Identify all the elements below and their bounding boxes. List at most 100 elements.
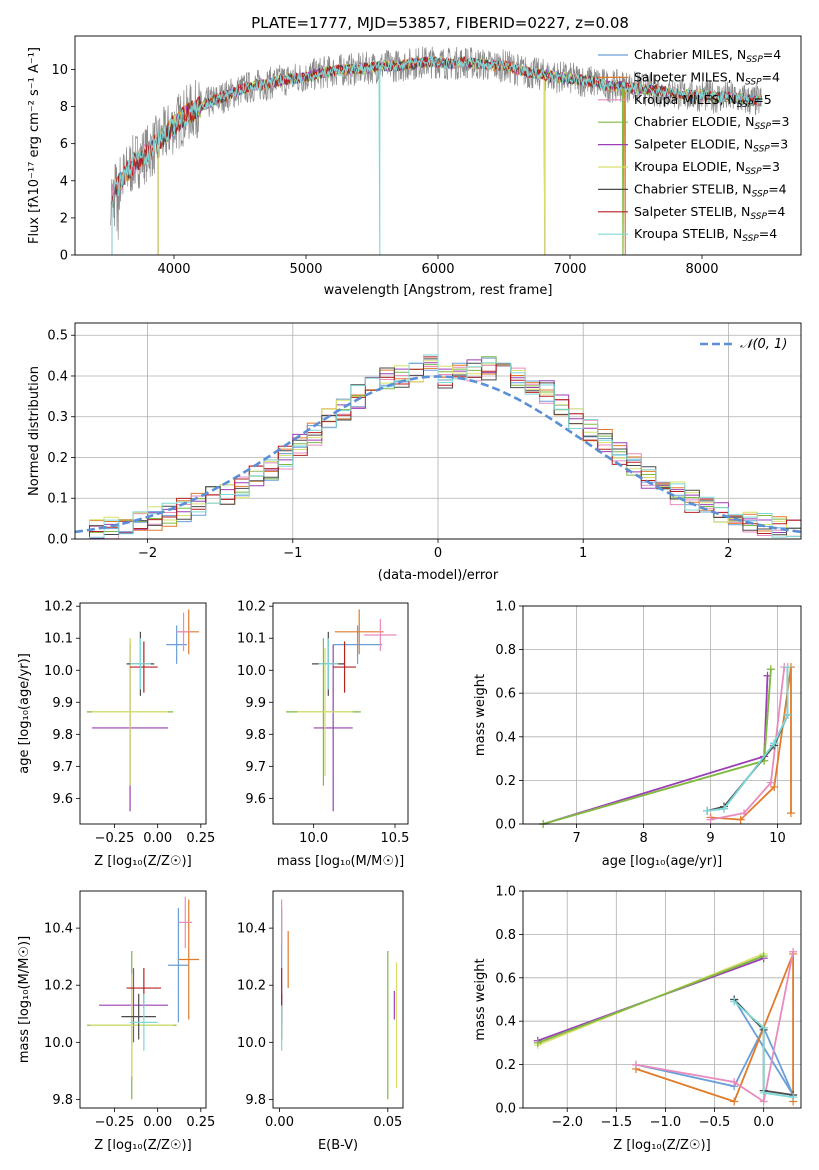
y-tick-label: 0.6 xyxy=(495,687,516,702)
model-line xyxy=(111,56,762,255)
x-axis-label: Z [log₁₀(Z/Z☉)] xyxy=(94,1138,191,1153)
series-line xyxy=(733,1001,794,1099)
x-tick-label: 0.0 xyxy=(753,1115,774,1130)
legend-label: Kroupa STELIB, NSSP=4 xyxy=(634,226,777,244)
legend-label: Chabrier MILES, NSSP=4 xyxy=(634,47,781,65)
y-tick-label: 10.4 xyxy=(237,922,266,937)
legend-label-text: Chabrier STELIB, N xyxy=(634,181,752,196)
series-marker xyxy=(783,711,792,719)
spectrum-lines xyxy=(110,46,762,255)
histograms xyxy=(75,354,801,539)
legend-label-sub: SSP xyxy=(745,77,762,87)
series-marker xyxy=(740,809,749,818)
series-line xyxy=(542,669,772,825)
y-tick-label: 0.0 xyxy=(47,533,68,548)
series-marker xyxy=(730,1097,739,1106)
y-tick-label: 10.1 xyxy=(237,632,266,647)
residuals-frame xyxy=(74,322,802,540)
x-tick-label: −2 xyxy=(138,546,157,561)
series-marker xyxy=(759,1097,768,1106)
histogram-step xyxy=(75,354,801,539)
y-tick-label: 10.0 xyxy=(44,664,73,679)
x-tick-label: −0.25 xyxy=(95,831,135,846)
legend-label-text: Salpeter ELODIE, N xyxy=(634,137,753,152)
y-axis-label: mass [log₁₀(M/M☉)] xyxy=(17,936,32,1063)
y-tick-label: 9.8 xyxy=(52,728,73,743)
y-tick-label: 0.1 xyxy=(47,492,68,507)
mass-weight-vs-age-axes: 7 8 9 10 0.0 0.2 0.4 0.6 0.8 1.0 xyxy=(495,600,801,846)
y-tick-label: 1.0 xyxy=(495,885,516,900)
x-tick-label: −0.25 xyxy=(95,1115,135,1130)
legend-label-sub: SSP xyxy=(737,100,754,110)
y-tick-label: 10 xyxy=(51,63,68,78)
model-line xyxy=(111,55,762,255)
x-tick-label: 10 xyxy=(769,831,786,846)
legend-label-text: Kroupa ELODIE, N xyxy=(634,159,745,174)
legend-label: Salpeter STELIB, NSSP=4 xyxy=(634,204,785,222)
y-tick-label: 0.4 xyxy=(495,1015,516,1030)
series-marker xyxy=(766,778,775,787)
y-tick-label: 10.0 xyxy=(237,664,266,679)
x-tick-label: 0.25 xyxy=(186,1115,215,1130)
series-marker xyxy=(783,663,792,672)
legend-label-tail: =5 xyxy=(753,92,771,107)
y-tick-label: 8 xyxy=(60,100,68,115)
legend-label-tail: =4 xyxy=(759,226,777,241)
mass-vs-EBV-frame xyxy=(272,890,404,1109)
y-tick-label: 9.8 xyxy=(52,1093,73,1108)
legend-label-tail: =4 xyxy=(762,69,780,84)
y-tick-label: 9.6 xyxy=(245,792,266,807)
x-tick-label: 0.00 xyxy=(265,1115,294,1130)
x-axis-label: Z [log₁₀(Z/Z☉)] xyxy=(613,1138,710,1153)
x-axis-label: (data-model)/error xyxy=(378,568,499,583)
series-marker xyxy=(706,815,715,824)
legend-label: Chabrier ELODIE, NSSP=3 xyxy=(634,114,789,132)
legend-label-text: Salpeter MILES, N xyxy=(634,69,745,84)
legend-label-tail: =3 xyxy=(771,114,789,129)
age-vs-Z-points xyxy=(86,609,200,812)
spectrum-axes: 4000 5000 6000 7000 8000 0 2 4 6 8 10 xyxy=(51,63,718,277)
series-marker xyxy=(730,1077,739,1086)
age-vs-Z-axes: −0.25 0.00 0.25 9.6 9.7 9.8 9.9 10.0 10.1 10.2 xyxy=(44,600,215,846)
x-tick-label: 1 xyxy=(579,546,587,561)
y-tick-label: 0.0 xyxy=(495,1102,516,1117)
series-line xyxy=(707,714,789,812)
series-line xyxy=(537,955,765,1044)
legend-label-sub: SSP xyxy=(752,189,769,199)
y-tick-label: 0.5 xyxy=(47,329,68,344)
mass-vs-EBV-axes: 0.00 0.05 9.8 10.0 10.2 10.4 xyxy=(237,922,402,1130)
series-marker xyxy=(730,997,739,1006)
x-tick-label: 0.00 xyxy=(143,1115,172,1130)
legend-label: Kroupa MILES, NSSP=5 xyxy=(634,92,772,110)
series-marker xyxy=(766,665,775,674)
y-tick-label: 0.6 xyxy=(495,971,516,986)
y-tick-label: 9.7 xyxy=(52,760,73,775)
mass-vs-Z-frame xyxy=(79,890,207,1109)
x-axis-label: age [log₁₀(age/yr)] xyxy=(602,854,723,869)
x-tick-label: 2 xyxy=(724,546,732,561)
series-line xyxy=(710,666,792,821)
x-tick-label: 0.25 xyxy=(186,831,215,846)
y-tick-label: 0.0 xyxy=(495,818,516,833)
legend-label-text: Chabrier MILES, N xyxy=(634,47,746,62)
series-marker xyxy=(789,947,798,956)
x-tick-label: 7000 xyxy=(553,262,586,277)
mass-weight-vs-Z-axes: −2.0 −1.5 −1.0 −0.5 0.0 0.0 0.2 0.4 0.6 0.8 1.0 xyxy=(495,885,801,1130)
series-marker xyxy=(786,809,795,818)
y-axis-label: mass weight xyxy=(473,958,488,1040)
legend-label: Salpeter ELODIE, NSSP=3 xyxy=(634,137,788,155)
x-tick-label: 9 xyxy=(706,831,714,846)
series-line xyxy=(542,669,772,825)
x-tick-label: −1 xyxy=(283,546,302,561)
mass-weight-vs-Z-frame xyxy=(522,890,802,1109)
x-tick-label: −1.5 xyxy=(601,1115,633,1130)
age-vs-mass-frame xyxy=(272,602,409,825)
legend-label-tail: =3 xyxy=(770,137,788,152)
y-tick-label: 9.9 xyxy=(52,696,73,711)
series-marker xyxy=(759,1088,768,1097)
legend-label-tail: =4 xyxy=(768,181,786,196)
spectrum-frame xyxy=(74,35,802,256)
y-tick-label: 10.2 xyxy=(44,600,73,615)
x-tick-label: 0.05 xyxy=(373,1115,402,1130)
